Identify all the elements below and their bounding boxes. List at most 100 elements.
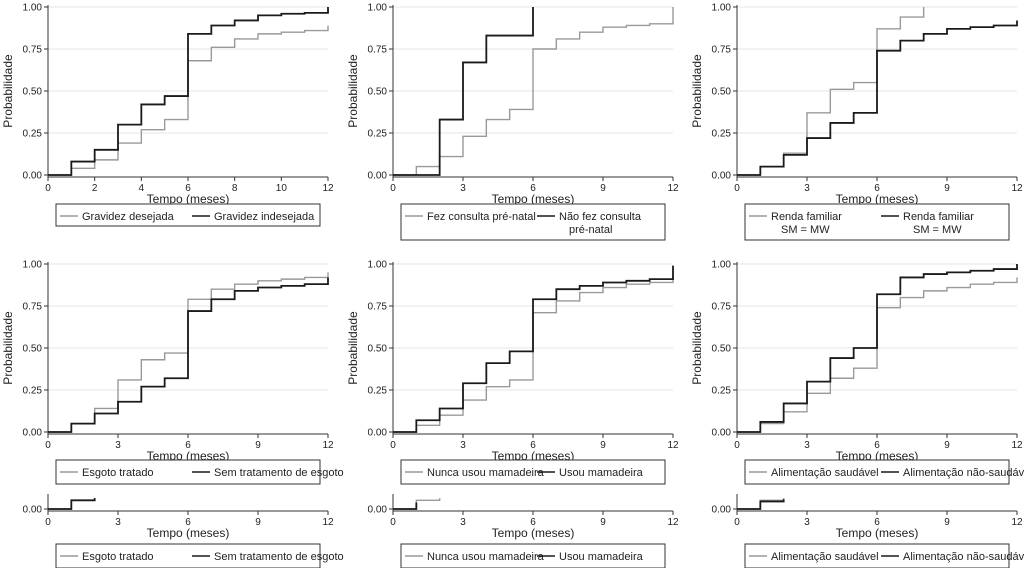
legend-label-2: Não fez consulta (559, 211, 642, 223)
y-tick-label: 0.00 (368, 505, 388, 516)
y-tick-label: 0.75 (23, 302, 43, 313)
legend-label-2: Sem tratamento de esgoto (214, 467, 344, 479)
legend: Esgoto tratado Sem tratamento de esgoto (55, 543, 344, 568)
y-tick-label: 0.00 (712, 171, 732, 182)
x-tick-label: 0 (390, 440, 396, 451)
x-tick-label: 0 (734, 517, 740, 528)
chart-panel-7: 0.000 3 6 9 12 Tempo (meses) Esgoto tratado Sem… (23, 494, 344, 568)
legend: Esgoto tratado Sem tratamento de esgoto (55, 459, 344, 485)
series-line-2 (48, 277, 329, 433)
legend-label-1: Renda familiar (771, 211, 842, 223)
x-tick-label: 12 (322, 440, 334, 451)
chart-panel-1: 0.00 0.25 0.50 0.75 1.00 0 2 4 6 8 10 12 Tempo (mese… (1, 3, 334, 227)
y-tick-label: 1.00 (23, 3, 43, 14)
legend-label-1: Nunca usou mamadeira (427, 551, 545, 563)
y-axis-label: Probabilidade (1, 311, 15, 385)
legend-label-2: Renda familiar (903, 211, 974, 223)
x-tick-label: 6 (185, 183, 191, 194)
x-axis-label: Tempo (meses) (836, 192, 919, 206)
series-line-2 (393, 265, 674, 433)
x-tick-label: 2 (92, 183, 98, 194)
y-tick-label: 0.00 (712, 505, 732, 516)
legend-box (400, 203, 666, 241)
y-tick-label: 0.75 (23, 45, 43, 56)
y-tick-label: 0.75 (712, 302, 732, 313)
x-tick-label: 9 (255, 517, 261, 528)
x-tick-label: 0 (45, 183, 51, 194)
x-tick-label: 0 (390, 183, 396, 194)
x-tick-label: 12 (667, 440, 679, 451)
x-tick-label: 9 (255, 440, 261, 451)
legend-label-2: Usou mamadeira (559, 551, 644, 563)
legend-label-2: SM = MW (913, 224, 962, 236)
legend-label-1: Esgoto tratado (82, 467, 154, 479)
legend: Nunca usou mamadeira Usou mamadeira (400, 543, 666, 568)
y-tick-label: 0.50 (712, 87, 732, 98)
x-tick-label: 10 (276, 183, 288, 194)
y-tick-label: 0.25 (712, 129, 732, 140)
y-tick-label: 0.75 (368, 302, 388, 313)
y-tick-label: 1.00 (712, 260, 732, 271)
legend-label-1: Nunca usou mamadeira (427, 467, 545, 479)
x-tick-label: 9 (944, 517, 950, 528)
x-tick-label: 0 (734, 183, 740, 194)
series-line-2 (737, 20, 1018, 176)
x-tick-label: 6 (874, 440, 880, 451)
y-tick-label: 1.00 (23, 260, 43, 271)
y-tick-label: 0.25 (23, 129, 43, 140)
y-tick-label: 1.00 (368, 3, 388, 14)
y-tick-label: 0.25 (368, 129, 388, 140)
y-tick-label: 1.00 (368, 260, 388, 271)
legend-box (744, 543, 1010, 568)
legend-box (400, 543, 666, 568)
y-tick-label: 0.50 (368, 344, 388, 355)
x-tick-label: 9 (600, 517, 606, 528)
legend-label-2: pré-natal (569, 224, 612, 236)
series-line-2 (393, 502, 418, 510)
y-tick-label: 1.00 (712, 3, 732, 14)
x-tick-label: 6 (874, 517, 880, 528)
x-tick-label: 12 (1011, 183, 1023, 194)
series-line-2 (48, 7, 329, 176)
x-tick-label: 4 (139, 183, 145, 194)
x-tick-label: 9 (944, 183, 950, 194)
y-axis-label: Probabilidade (346, 311, 360, 385)
legend-box (55, 459, 321, 485)
x-axis-label: Tempo (meses) (492, 192, 575, 206)
legend-box (55, 543, 321, 568)
series-line-2 (48, 498, 96, 510)
x-tick-label: 12 (322, 517, 334, 528)
x-axis-label: Tempo (meses) (147, 526, 230, 540)
series-line-1 (393, 275, 674, 433)
chart-panel-9: 0.000 3 6 9 12 Tempo (meses) Alimentação saudá… (712, 494, 1024, 568)
y-tick-label: 0.50 (23, 344, 43, 355)
legend-label-2: Gravidez indesejada (214, 211, 315, 223)
x-tick-label: 8 (232, 183, 238, 194)
x-tick-label: 3 (460, 517, 466, 528)
y-tick-label: 0.25 (368, 386, 388, 397)
y-tick-label: 0.00 (23, 171, 43, 182)
legend-label-2: Sem tratamento de esgoto (214, 551, 344, 563)
x-tick-label: 0 (45, 517, 51, 528)
y-tick-label: 0.00 (23, 428, 43, 439)
x-tick-label: 6 (530, 517, 536, 528)
chart-panel-8: 0.000 3 6 9 12 Tempo (meses) Nunca usou mamade… (368, 494, 679, 568)
y-axis-label: Probabilidade (1, 54, 15, 128)
y-tick-label: 0.50 (368, 87, 388, 98)
y-tick-label: 0.50 (712, 344, 732, 355)
y-tick-label: 0.00 (368, 171, 388, 182)
legend: Alimentação saudável Alimentação não-saud… (744, 543, 1024, 568)
legend-label-1: SM = MW (781, 224, 830, 236)
chart-panel-2: 0.00 0.25 0.50 0.75 1.00 0 3 6 9 12 Tempo (meses) P… (346, 3, 679, 241)
series-line-2 (393, 7, 534, 176)
x-tick-label: 0 (734, 440, 740, 451)
y-tick-label: 0.25 (23, 386, 43, 397)
y-tick-label: 0.50 (23, 87, 43, 98)
y-tick-label: 0.00 (23, 505, 43, 516)
legend-label-1: Alimentação saudável (771, 551, 879, 563)
